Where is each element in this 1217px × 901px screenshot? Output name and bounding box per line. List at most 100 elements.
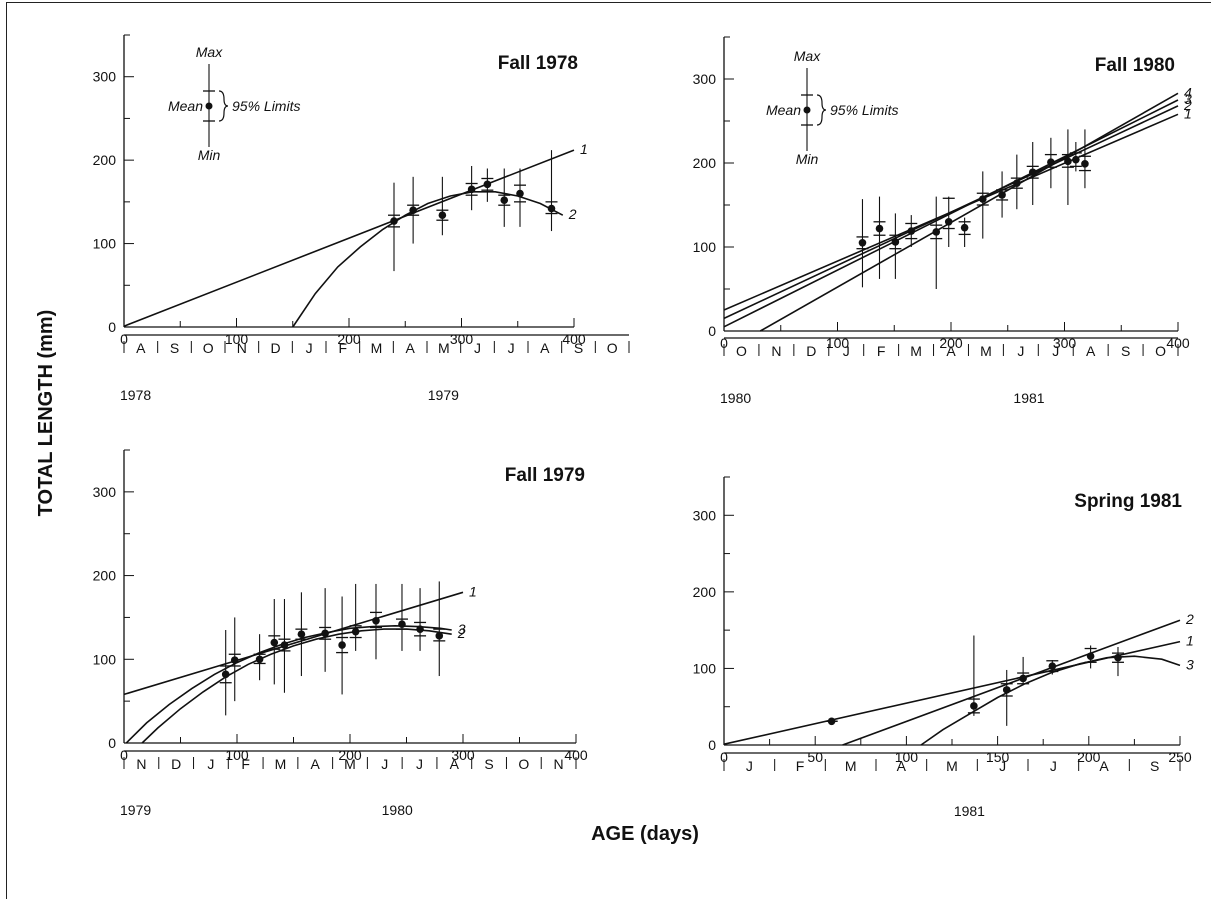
mean-marker <box>1047 158 1055 166</box>
mean-marker <box>280 641 289 649</box>
mean-marker <box>875 224 884 233</box>
y-tick-label: 100 <box>693 660 717 676</box>
data-point <box>825 717 838 726</box>
month-label: S <box>170 340 179 356</box>
month-label: J <box>843 343 850 359</box>
data-point <box>996 171 1009 218</box>
month-label: A <box>540 340 550 356</box>
data-point <box>1010 154 1023 210</box>
month-label: S <box>1150 758 1159 774</box>
fit-curve-3 <box>920 655 1181 746</box>
data-point <box>253 634 266 681</box>
y-tick-label: 0 <box>708 737 716 753</box>
year-label: 1980 <box>382 802 413 818</box>
fit-curve-4 <box>759 92 1179 332</box>
panel-title: Spring 1981 <box>1074 491 1182 512</box>
mean-marker <box>1028 168 1037 177</box>
mean-marker <box>483 180 492 189</box>
month-label: F <box>796 758 805 774</box>
curve-label: 1 <box>1186 633 1194 649</box>
mean-marker <box>547 204 556 213</box>
month-label: J <box>746 758 753 774</box>
y-tick-label: 100 <box>93 236 117 252</box>
x-tick-label: 0 <box>120 331 128 347</box>
mean-marker <box>270 638 279 647</box>
mean-marker <box>467 185 476 194</box>
panel-title: Fall 1980 <box>1095 55 1175 76</box>
data-point <box>481 168 494 202</box>
mean-marker <box>416 625 424 633</box>
data-point <box>388 182 400 272</box>
data-point <box>873 196 886 279</box>
data-point <box>395 583 408 651</box>
mean-marker <box>1064 157 1072 166</box>
month-label: M <box>275 756 287 772</box>
curve-label: 1 <box>469 583 477 599</box>
data-point <box>1026 142 1039 205</box>
data-point <box>349 583 362 651</box>
curve-label: 1 <box>580 141 588 157</box>
year-label: 1978 <box>120 387 151 403</box>
fit-curve-1 <box>123 149 575 327</box>
mean-marker <box>944 218 953 226</box>
mean-marker <box>221 670 230 679</box>
y-tick-label: 200 <box>693 155 717 171</box>
curve-label: 2 <box>1183 97 1192 113</box>
month-label: D <box>270 340 280 356</box>
mean-marker <box>978 195 987 203</box>
y-tick-label: 100 <box>93 651 117 667</box>
mean-marker <box>970 702 978 710</box>
mean-marker <box>1002 686 1011 694</box>
month-label: J <box>474 340 481 356</box>
data-point <box>1046 660 1059 675</box>
x-axis-label: AGE (days) <box>591 823 699 845</box>
month-label: M <box>371 340 383 356</box>
data-point <box>958 217 971 247</box>
legend-mean-marker <box>205 102 213 110</box>
month-label: N <box>771 343 781 359</box>
mean-marker <box>390 217 398 225</box>
data-point <box>465 165 478 211</box>
panel-title: Fall 1978 <box>498 53 578 74</box>
month-label: M <box>946 758 958 774</box>
month-label: M <box>438 340 450 356</box>
data-point <box>228 617 241 702</box>
data-point <box>1000 669 1013 726</box>
mean-marker <box>960 223 969 232</box>
mean-marker <box>858 239 867 247</box>
mean-marker <box>351 627 360 636</box>
data-point <box>856 199 869 288</box>
month-label: S <box>1121 343 1130 359</box>
data-point <box>545 150 558 232</box>
fit-curve-2 <box>141 628 452 744</box>
data-point <box>1044 137 1057 189</box>
x-tick-label: 0 <box>720 749 728 765</box>
fit-curve-2 <box>292 191 564 328</box>
legend-mean-marker <box>803 106 811 114</box>
mean-marker <box>321 629 329 638</box>
fit-curve-2 <box>842 619 1181 746</box>
year-label: 1979 <box>428 387 459 403</box>
month-label: O <box>203 340 214 356</box>
mean-marker <box>435 632 444 640</box>
curve-label: 3 <box>458 621 466 637</box>
data-point <box>295 592 308 677</box>
y-tick-label: 200 <box>93 568 117 584</box>
data-point <box>369 583 382 660</box>
data-point <box>1061 129 1074 205</box>
month-label: J <box>999 758 1006 774</box>
month-label: J <box>306 340 313 356</box>
x-tick-label: 300 <box>1053 335 1077 351</box>
month-label: O <box>518 756 529 772</box>
legend-min-label: Min <box>198 147 221 163</box>
curve-label: 4 <box>1184 84 1192 100</box>
month-label: F <box>877 343 886 359</box>
data-point <box>336 596 349 695</box>
month-label: N <box>237 340 247 356</box>
mean-marker <box>409 206 417 214</box>
month-label: O <box>1155 343 1166 359</box>
mean-marker <box>998 191 1006 199</box>
